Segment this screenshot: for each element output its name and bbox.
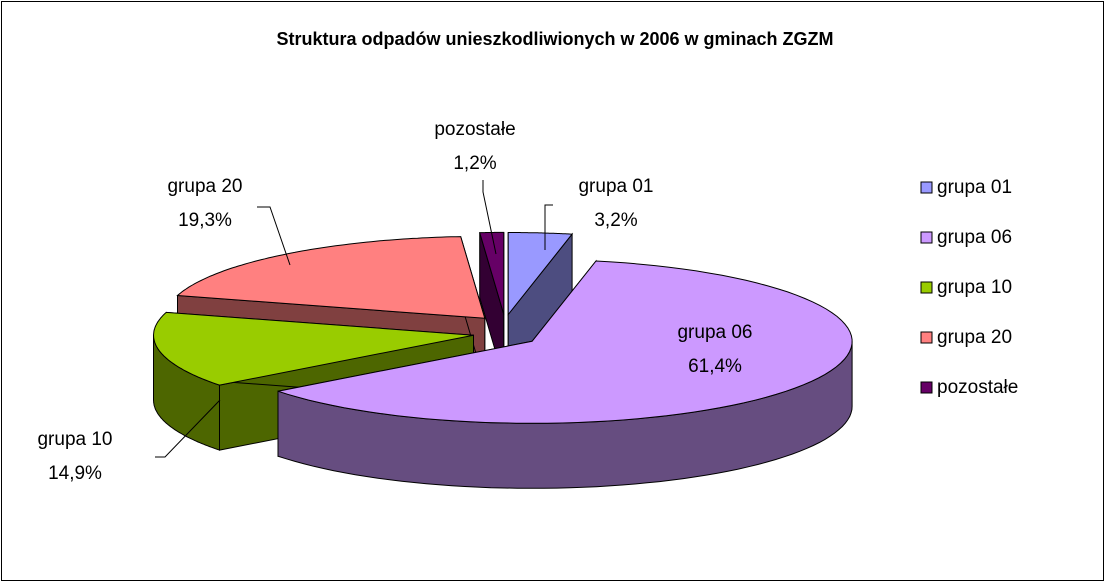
data-label-name: grupa 06 bbox=[677, 322, 752, 343]
slice bbox=[507, 232, 574, 316]
data-label: 3,2% bbox=[594, 210, 637, 231]
chart-title: Struktura odpadów unieszkodliwionych w 2… bbox=[276, 29, 833, 49]
leader-line bbox=[257, 206, 291, 266]
leader-line bbox=[544, 204, 553, 250]
data-label-name: pozostałe bbox=[434, 119, 515, 140]
data-label-name: grupa 01 bbox=[578, 176, 653, 197]
slice bbox=[277, 260, 853, 424]
data-label: 19,3% bbox=[178, 210, 232, 231]
slice bbox=[152, 311, 474, 386]
legend-label: pozostałe bbox=[937, 377, 1018, 398]
data-label-name: grupa 10 bbox=[37, 429, 112, 450]
slice bbox=[176, 236, 486, 319]
legend-swatch bbox=[920, 331, 933, 344]
leader-line bbox=[482, 180, 497, 255]
data-label: 1,2% bbox=[453, 153, 496, 174]
legend-swatch bbox=[920, 181, 933, 194]
data-label-name: grupa 20 bbox=[167, 176, 242, 197]
legend-swatch bbox=[920, 281, 933, 294]
legend-swatch bbox=[920, 381, 933, 394]
legend-label: grupa 20 bbox=[937, 327, 1012, 348]
legend-swatch bbox=[920, 231, 933, 244]
legend-label: grupa 10 bbox=[937, 277, 1012, 298]
legend-label: grupa 06 bbox=[937, 227, 1012, 248]
leader-line bbox=[155, 399, 221, 458]
data-label: 61,4% bbox=[688, 356, 742, 377]
data-label: 14,9% bbox=[48, 463, 102, 484]
legend-label: grupa 01 bbox=[937, 177, 1012, 198]
